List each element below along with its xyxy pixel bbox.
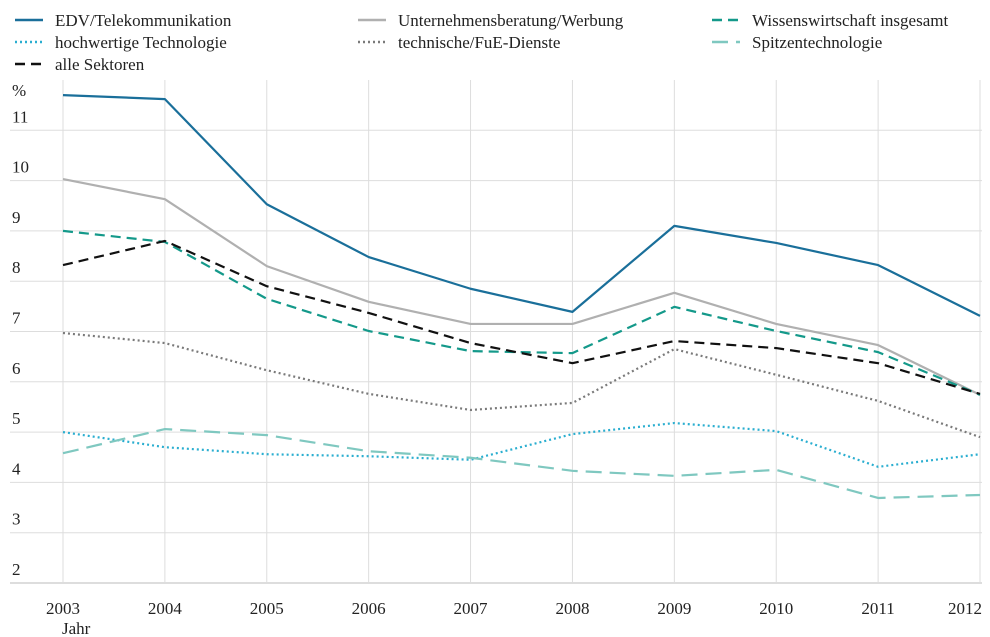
x-tick-label: 2008: [555, 599, 589, 618]
y-axis-label: %: [12, 81, 26, 100]
y-tick-label: 11: [12, 107, 28, 126]
legend-label: Spitzentechnologie: [752, 33, 882, 52]
series-line: [62, 229, 981, 396]
x-tick-label: 2004: [148, 599, 183, 618]
y-tick-label: 7: [12, 309, 21, 328]
series-line: [62, 239, 981, 395]
legend-label: technische/FuE-Dienste: [398, 33, 560, 52]
y-tick-label: 10: [12, 158, 29, 177]
y-tick-label: 5: [12, 409, 21, 428]
legend-label: Wissenswirtschaft insgesamt: [752, 11, 948, 30]
x-tick-label: 2010: [759, 599, 793, 618]
y-tick-label: 8: [12, 258, 21, 277]
y-tick-label: 2: [12, 560, 21, 579]
x-tick-label: 2006: [352, 599, 386, 618]
series-line: [62, 427, 981, 500]
series-line: [62, 93, 981, 317]
x-tick-label: 2005: [250, 599, 284, 618]
x-tick-label: 2003: [46, 599, 80, 618]
x-tick-label: 2011: [861, 599, 894, 618]
x-tick-label: 2007: [454, 599, 489, 618]
legend-label: EDV/Telekommunikation: [55, 11, 232, 30]
y-tick-label: 9: [12, 208, 21, 227]
legend-label: alle Sektoren: [55, 55, 145, 74]
series-line: [62, 178, 981, 396]
y-tick-label: 3: [12, 510, 21, 529]
x-axis-label: Jahr: [62, 619, 91, 637]
series-line: [62, 331, 981, 439]
y-tick-label: 6: [12, 359, 21, 378]
legend-label: Unternehmensberatung/Werbung: [398, 11, 624, 30]
y-tick-label: 4: [12, 459, 21, 478]
legend-label: hochwertige Technologie: [55, 33, 227, 52]
x-tick-label: 2012: [948, 599, 982, 618]
x-tick-label: 2009: [657, 599, 691, 618]
series-line: [62, 421, 981, 468]
